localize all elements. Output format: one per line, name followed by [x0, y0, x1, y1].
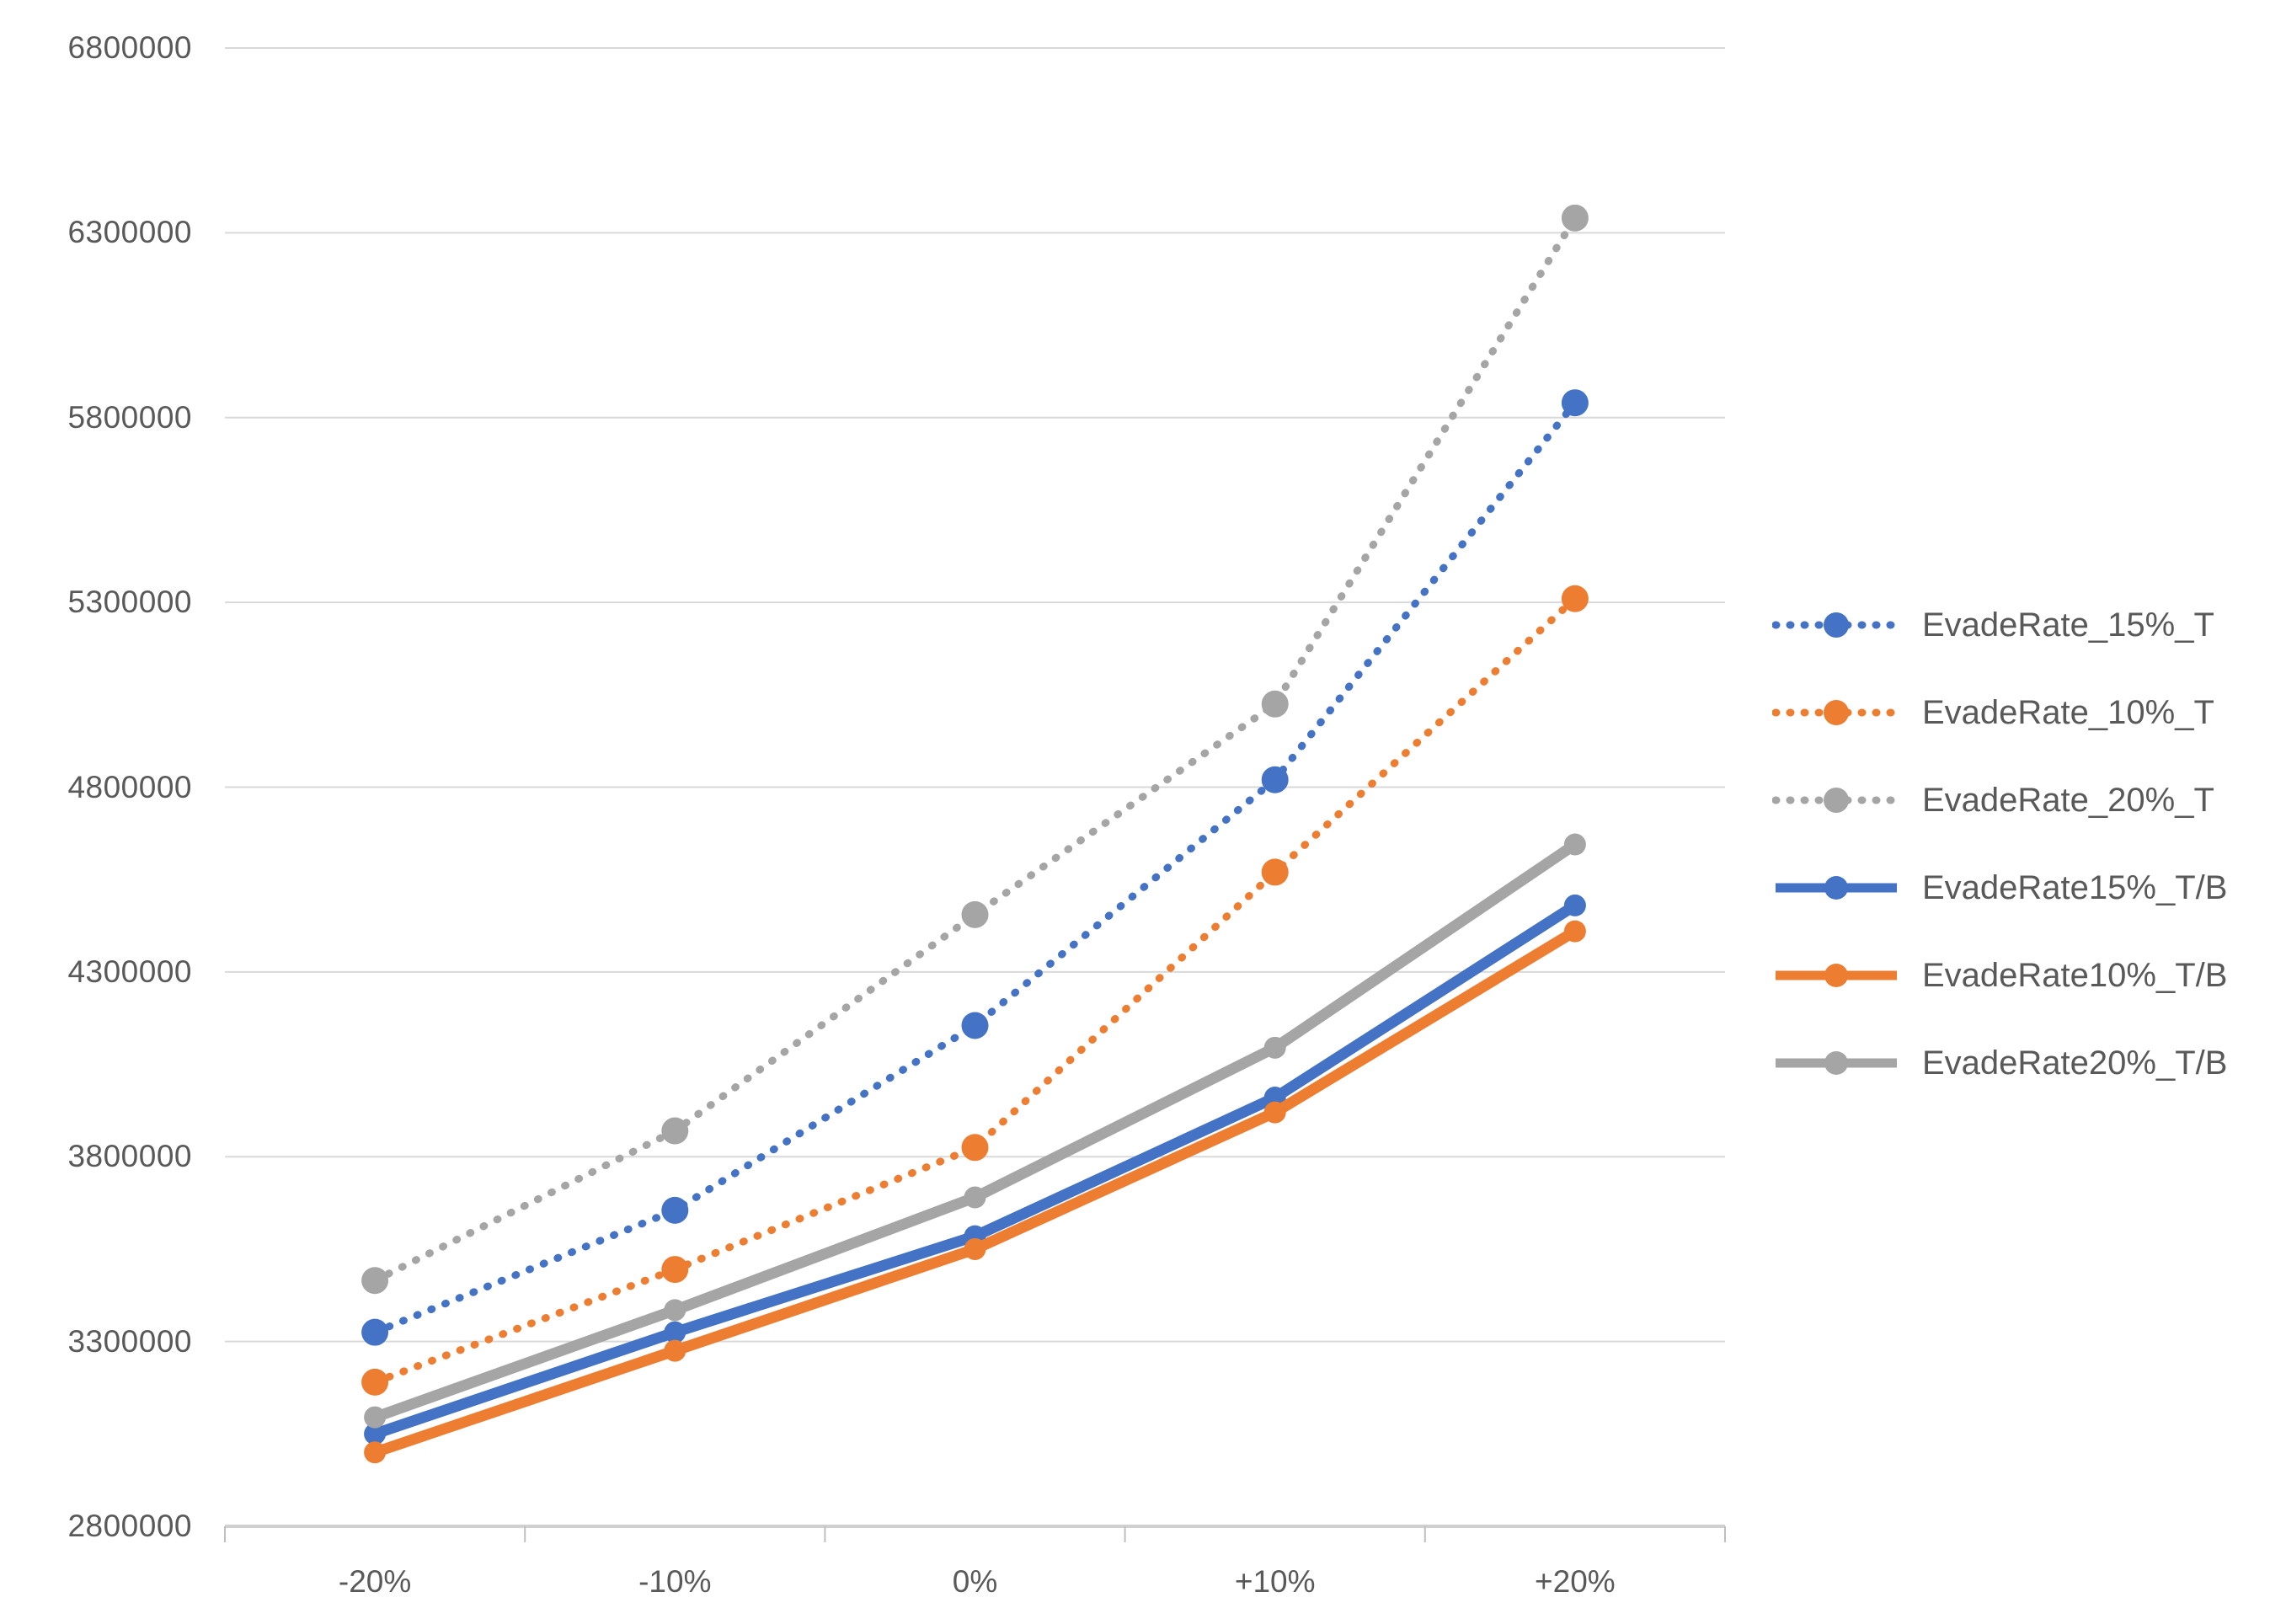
- series-evaderate15-t-b[interactable]: [364, 894, 1586, 1445]
- legend-marker-icon: [1772, 871, 1900, 905]
- y-axis-tick-label: 3800000: [67, 1139, 192, 1174]
- legend-label: EvadeRate_20%_T: [1922, 781, 2214, 819]
- legend-label: EvadeRate20%_T/B: [1922, 1044, 2228, 1082]
- y-axis-tick-label: 5300000: [67, 585, 192, 620]
- legend-marker-icon: [1772, 608, 1900, 642]
- y-axis-tick-label: 6800000: [67, 30, 192, 65]
- y-axis-tick-label: 5800000: [67, 399, 192, 435]
- y-axis-tick-label: 4800000: [67, 769, 192, 804]
- legend-marker-icon: [1772, 696, 1900, 729]
- series-evaderate20-t-b[interactable]: [364, 833, 1586, 1429]
- x-axis-tick-label: +10%: [1234, 1564, 1316, 1599]
- legend-label: EvadeRate10%_T/B: [1922, 956, 2228, 994]
- legend-label: EvadeRate15%_T/B: [1922, 868, 2228, 906]
- legend-label: EvadeRate_10%_T: [1922, 693, 2214, 731]
- y-axis-tick-label: 6300000: [67, 215, 192, 250]
- legend-marker-icon: [1772, 783, 1900, 817]
- legend-item-evaderate15pct-t-b[interactable]: EvadeRate15%_T/B: [1772, 861, 2227, 915]
- legend-item-evaderate20pct-t-b[interactable]: EvadeRate20%_T/B: [1772, 1036, 2227, 1090]
- legend-marker-icon: [1772, 959, 1900, 992]
- y-axis-tick-label: 2800000: [67, 1509, 192, 1543]
- legend-label: EvadeRate_15%_T: [1922, 606, 2214, 644]
- y-axis-tick-label: 3300000: [67, 1323, 192, 1359]
- legend-item-evaderate10pct-t-b[interactable]: EvadeRate10%_T/B: [1772, 948, 2227, 1002]
- legend: EvadeRate_15%_T EvadeRate_10%_T EvadeRat…: [1772, 598, 2227, 1124]
- series-evaderate10-t-b[interactable]: [364, 920, 1586, 1464]
- legend-item-evaderate-10pct-t[interactable]: EvadeRate_10%_T: [1772, 686, 2227, 740]
- x-axis-tick-label: -10%: [638, 1564, 712, 1599]
- legend-item-evaderate-15pct-t[interactable]: EvadeRate_15%_T: [1772, 598, 2227, 652]
- series-evaderate-15-t[interactable]: [361, 389, 1589, 1346]
- series-evaderate-20-t[interactable]: [361, 204, 1589, 1295]
- legend-item-evaderate-20pct-t[interactable]: EvadeRate_20%_T: [1772, 773, 2227, 827]
- x-axis-tick-label: -20%: [338, 1564, 412, 1599]
- y-axis-tick-label: 4300000: [67, 954, 192, 989]
- series-evaderate-10-t[interactable]: [361, 585, 1589, 1396]
- legend-marker-icon: [1772, 1046, 1900, 1080]
- x-axis-tick-label: 0%: [952, 1564, 998, 1599]
- x-axis-tick-label: +20%: [1535, 1564, 1616, 1599]
